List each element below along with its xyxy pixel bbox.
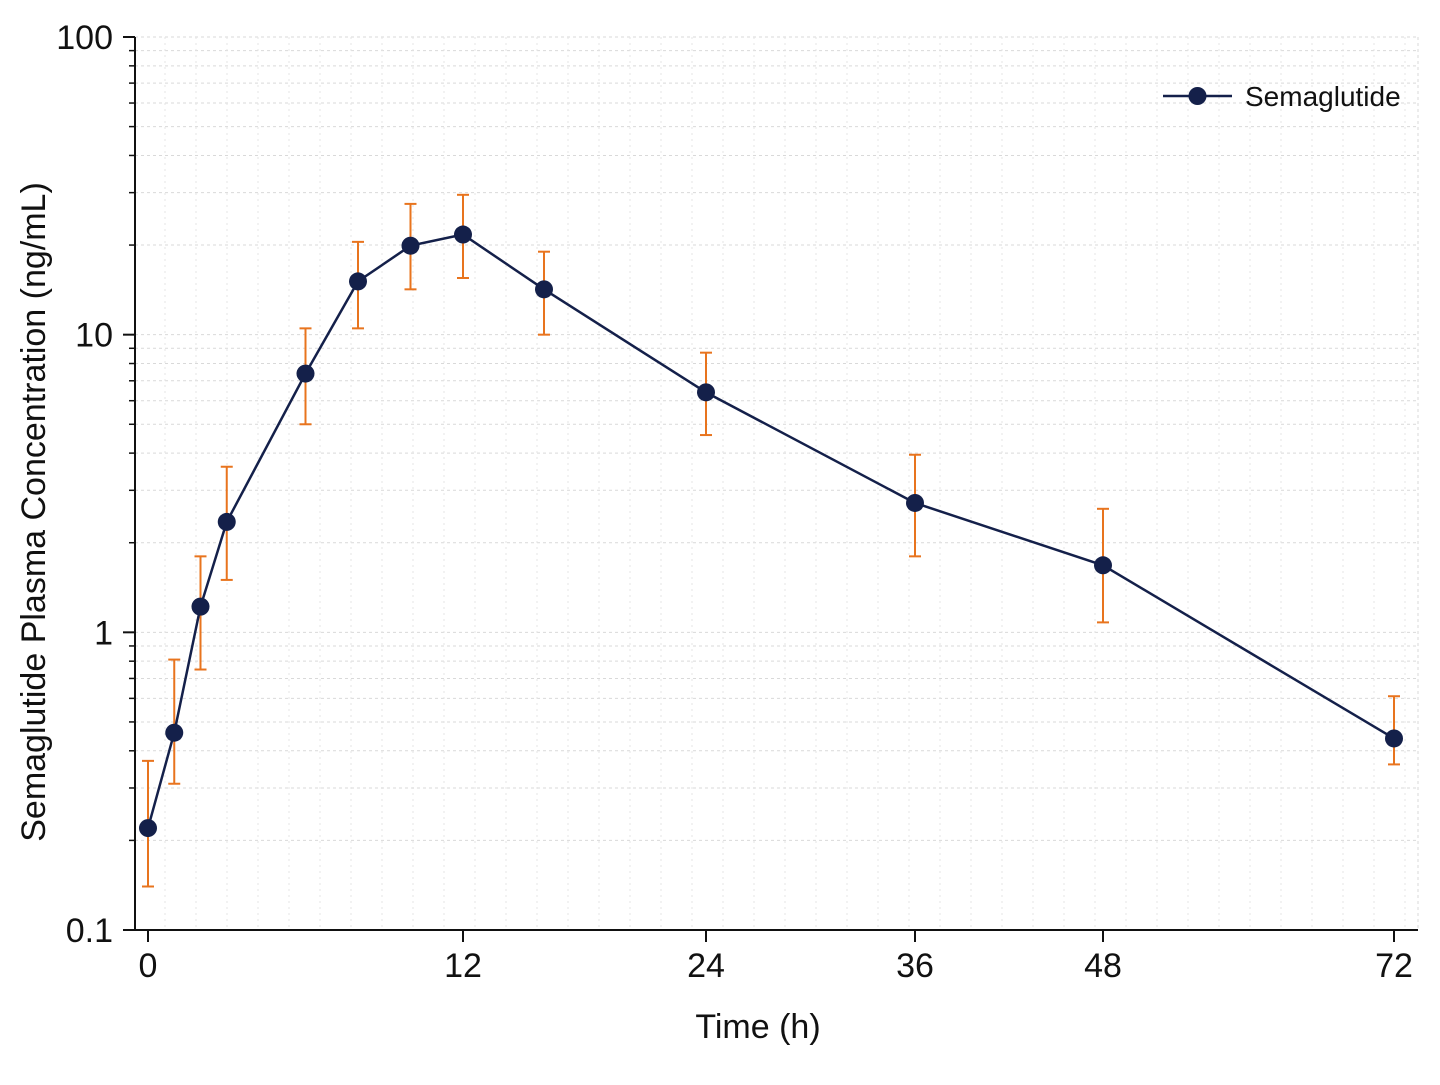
data-point (454, 225, 472, 244)
x-tick-label: 12 (444, 947, 482, 985)
grid (135, 36, 1419, 931)
x-tick-label: 72 (1375, 947, 1413, 985)
series (139, 193, 1403, 888)
y-tick-label: 100 (56, 19, 113, 57)
x-tick-label: 24 (687, 947, 725, 985)
error-bar (168, 658, 181, 785)
x-tick-label: 48 (1084, 947, 1122, 985)
data-point (349, 272, 367, 291)
x-tick-label: 36 (896, 947, 934, 985)
x-tick-label: 0 (139, 947, 158, 985)
y-axis-title: Semaglutide Plasma Concentration (ng/mL) (15, 182, 53, 842)
data-point (535, 280, 553, 299)
y-tick-label: 0.1 (66, 912, 113, 950)
legend-label: Semaglutide (1245, 81, 1401, 112)
data-point (165, 723, 184, 742)
data-point (296, 364, 315, 383)
data-point (139, 819, 157, 838)
axes (123, 36, 1418, 942)
data-point (906, 493, 924, 512)
y-tick-label: 1 (94, 614, 113, 652)
data-point (191, 597, 210, 616)
y-tick-label: 10 (75, 317, 113, 355)
x-axis-title: Time (h) (695, 1008, 820, 1046)
data-point (1094, 556, 1112, 575)
data-point (697, 383, 715, 402)
legend: Semaglutide (1163, 81, 1401, 112)
tick-labels: 0.1 1 10 100 0 12 24 36 48 72 (56, 19, 1413, 985)
series-line (146, 233, 1395, 829)
legend-marker (1188, 87, 1207, 105)
data-point (401, 236, 420, 255)
data-point (217, 512, 236, 531)
data-point (1385, 729, 1403, 748)
